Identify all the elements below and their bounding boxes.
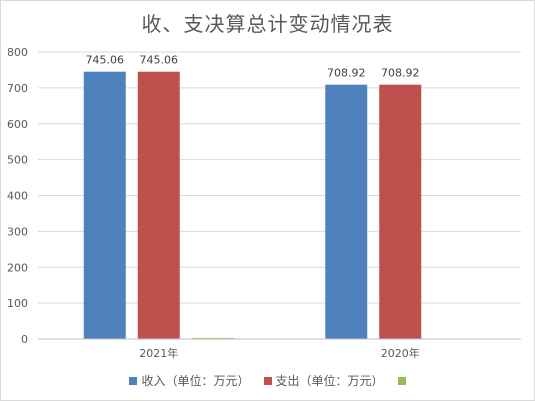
bar-s2-c0	[191, 337, 234, 339]
bar-s0-c1	[325, 84, 368, 339]
legend-swatch-income	[129, 376, 138, 385]
x-tick-label: 2020年	[381, 346, 420, 360]
legend-swatch-third	[397, 376, 406, 385]
y-tick-label: 300	[7, 225, 28, 238]
data-label: 708.92	[381, 67, 420, 80]
y-tick-label: 200	[7, 261, 28, 274]
y-tick-label: 100	[7, 297, 28, 310]
legend-item-third	[397, 376, 406, 385]
data-label: 708.92	[327, 67, 366, 80]
legend: 收入（单位：万元） 支出（单位：万元）	[0, 372, 535, 389]
bar-s0-c0	[83, 71, 126, 340]
y-tick-label: 700	[7, 82, 28, 95]
bar-s1-c1	[379, 84, 422, 339]
legend-item-income: 收入（单位：万元）	[129, 372, 250, 389]
legend-label-expense: 支出（单位：万元）	[275, 374, 384, 388]
y-tick-label: 600	[7, 118, 28, 131]
data-label: 745.06	[86, 54, 125, 67]
legend-item-expense: 支出（单位：万元）	[263, 372, 384, 389]
legend-label-income: 收入（单位：万元）	[141, 374, 250, 388]
y-tick-label: 800	[7, 46, 28, 59]
chart-title: 收、支决算总计变动情况表	[141, 12, 394, 36]
y-tick-label: 500	[7, 154, 28, 167]
y-tick-label: 400	[7, 190, 28, 203]
data-label: 745.06	[140, 54, 179, 67]
y-tick-label: 0	[21, 333, 28, 346]
x-tick-label: 2021年	[139, 346, 178, 360]
bar-s1-c0	[137, 71, 180, 340]
legend-swatch-expense	[263, 376, 272, 385]
